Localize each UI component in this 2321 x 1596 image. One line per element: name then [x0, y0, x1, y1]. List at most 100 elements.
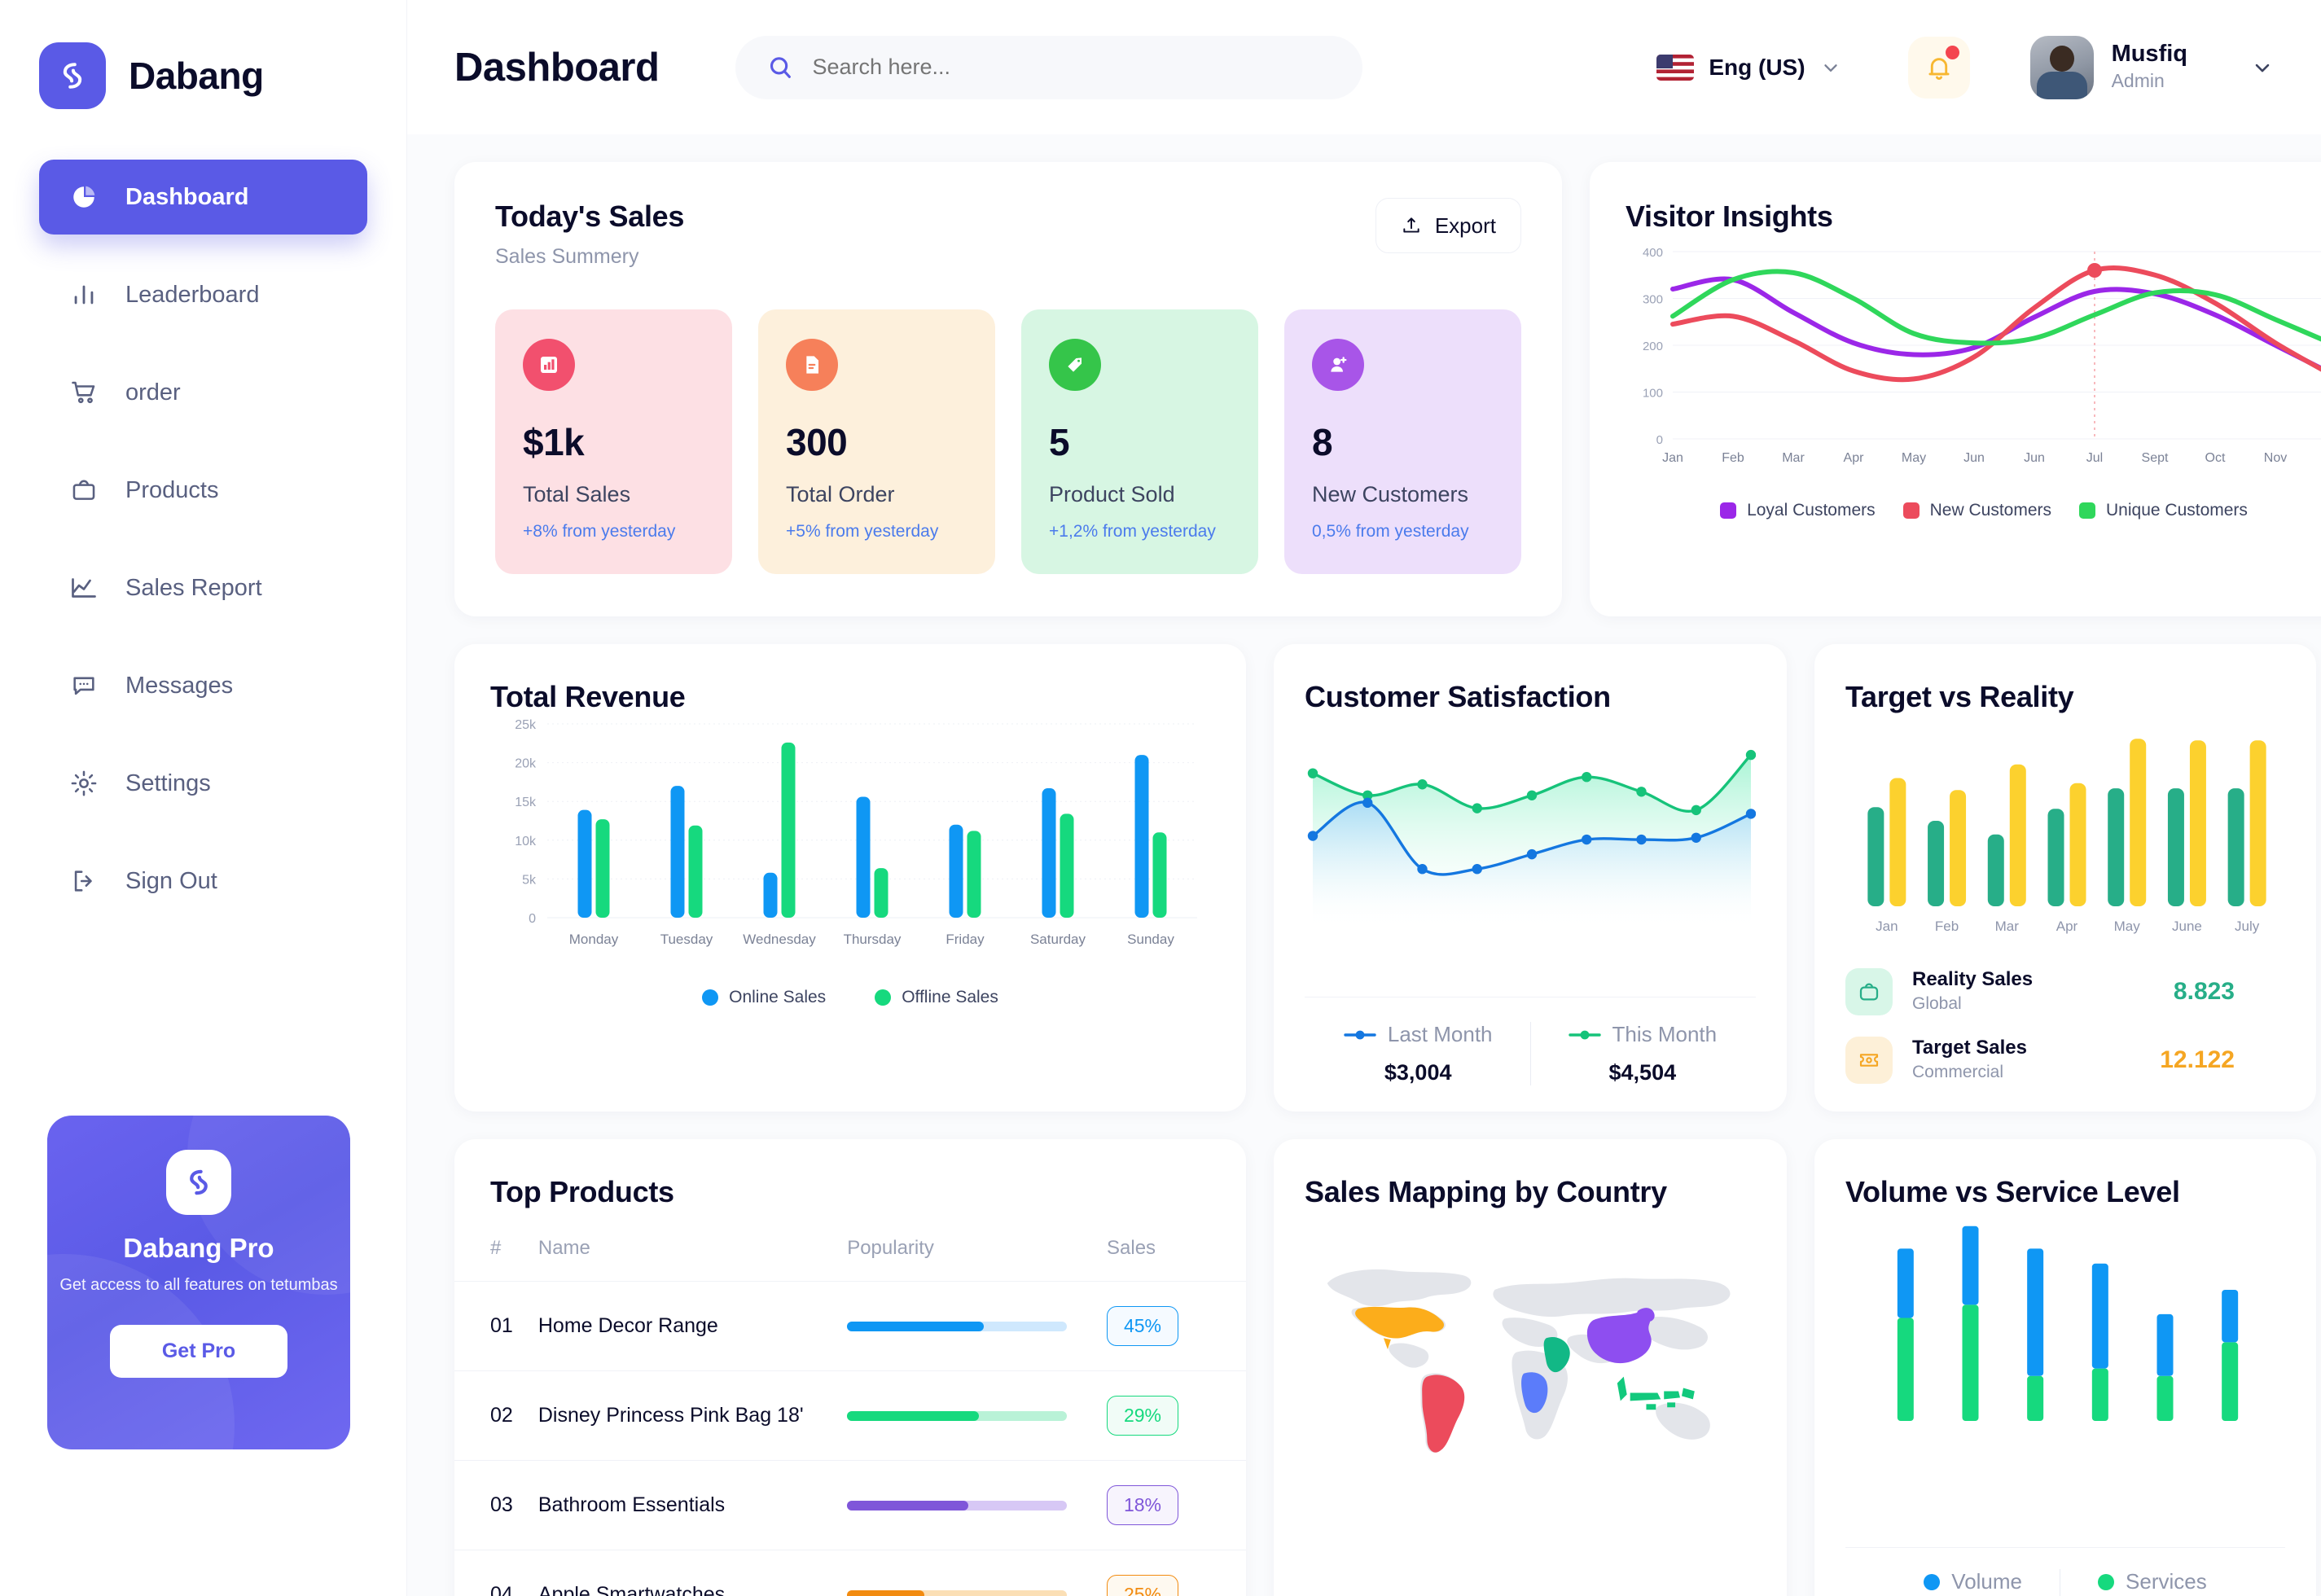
sidebar-item-settings[interactable]: Settings	[39, 746, 367, 821]
world-map[interactable]	[1305, 1230, 1756, 1475]
product-popularity	[847, 1281, 1107, 1372]
svg-text:Jul: Jul	[2086, 451, 2103, 465]
legend-swatch-unique	[2079, 502, 2096, 519]
sidebar-item-label: Leaderboard	[125, 281, 260, 308]
chevron-down-icon	[1820, 57, 1841, 78]
map-region-saudi-arabia	[1543, 1337, 1570, 1373]
sidebar-item-label: Messages	[125, 672, 234, 699]
sidebar-item-dashboard[interactable]: Dashboard	[39, 160, 367, 235]
svg-text:Sunday: Sunday	[1127, 932, 1174, 947]
table-header-row: # Name Popularity Sales	[454, 1209, 1246, 1282]
table-row[interactable]: 01 Home Decor Range 45%	[454, 1281, 1246, 1372]
product-name: Disney Princess Pink Bag 18'	[537, 1370, 848, 1462]
legend-swatch-offline	[875, 989, 892, 1006]
svg-text:May: May	[1902, 451, 1926, 465]
svg-text:Friday: Friday	[946, 932, 985, 947]
stat-tile-new-customers[interactable]: 8 New Customers 0,5% from yesterday	[1284, 309, 1521, 574]
svg-text:0: 0	[1656, 433, 1663, 447]
sales-badge: 29%	[1107, 1396, 1178, 1436]
pro-card-title: Dabang Pro	[123, 1233, 274, 1263]
sidebar-item-sign-out[interactable]: Sign Out	[39, 844, 367, 919]
brand-name: Dabang	[129, 55, 264, 97]
sidebar-item-sales-report[interactable]: Sales Report	[39, 550, 367, 625]
notifications-button[interactable]	[1907, 36, 1970, 99]
legend-swatch-services	[2098, 1573, 2115, 1590]
card-title: Customer Satisfaction	[1305, 680, 1611, 713]
sidebar-item-order[interactable]: order	[39, 355, 367, 430]
svg-text:Feb: Feb	[1722, 451, 1744, 465]
sat-last-month: Last Month $3,004	[1306, 1022, 1530, 1085]
stat-value: 5	[1049, 421, 1070, 463]
legend-label: This Month	[1612, 1022, 1718, 1047]
product-sales: 25%	[1107, 1550, 1246, 1596]
customer-satisfaction-footer: Last Month $3,004 This Month $4,504	[1305, 997, 1756, 1086]
stat-delta: +5% from yesterday	[786, 522, 939, 541]
card-title: Target vs Reality	[1845, 680, 2074, 713]
legend-item: New Customers	[1902, 501, 2051, 520]
svg-text:Monday: Monday	[569, 932, 619, 947]
bag-icon	[67, 473, 101, 507]
card-title: Top Products	[490, 1175, 674, 1209]
dashboard-row-1: Today's Sales Sales Summery Export	[454, 162, 2321, 616]
total-revenue-legend: Online Sales Offline Sales	[490, 988, 1210, 1007]
legend-swatch-online	[702, 989, 719, 1006]
get-pro-button[interactable]: Get Pro	[110, 1325, 287, 1378]
stat-label: Total Sales	[523, 482, 631, 506]
topbar: Dashboard	[407, 0, 2321, 134]
legend-item: Loyal Customers	[1720, 501, 1876, 520]
col-header-name: Name	[537, 1209, 848, 1282]
stat-tile-total-sales[interactable]: $1k Total Sales +8% from yesterday	[495, 309, 732, 574]
search-input[interactable]	[812, 55, 1332, 80]
stat-tile-total-order[interactable]: 300 Total Order +5% from yesterday	[758, 309, 995, 574]
map-region-indonesia	[1617, 1377, 1695, 1410]
top-products-card: Top Products # Name Popularity Sales 01 H…	[454, 1139, 1246, 1596]
svg-text:200: 200	[1643, 340, 1663, 353]
target-vs-reality-chart: Jan Feb Mar Apr May June July	[1845, 727, 2285, 947]
legend-title: Target Sales	[1912, 1037, 2027, 1059]
table-row[interactable]: 02 Disney Princess Pink Bag 18' 29%	[454, 1370, 1246, 1462]
profile-menu[interactable]: Musfiq Admin	[2029, 35, 2274, 99]
product-popularity	[847, 1550, 1107, 1596]
sidebar-item-products[interactable]: Products	[39, 453, 367, 528]
table-row[interactable]: 03 Bathroom Essentials 18%	[454, 1460, 1246, 1551]
product-popularity	[847, 1460, 1107, 1551]
export-label: Export	[1434, 213, 1496, 238]
stat-tile-product-sold[interactable]: 5 Product Sold +1,2% from yesterday	[1021, 309, 1258, 574]
search-bar[interactable]	[735, 35, 1363, 99]
table-row[interactable]: 04 Apple Smartwatches 25%	[454, 1550, 1246, 1596]
total-revenue-card: Total Revenue 0 5k 10k 15k 20k 25k Monday Tuesd…	[454, 644, 1246, 1112]
sat-legend-last-month: Last Month	[1344, 1022, 1493, 1047]
svg-text:July: July	[2235, 919, 2260, 934]
product-sales: 45%	[1107, 1281, 1246, 1372]
export-button[interactable]: Export	[1375, 198, 1521, 253]
sat-value: $4,504	[1608, 1060, 1677, 1085]
avatar	[2029, 35, 2094, 99]
vol-legend-volume: Volume	[1924, 1569, 2022, 1594]
gear-icon	[67, 766, 101, 800]
map-region-brazil	[1422, 1375, 1465, 1454]
legend-label: Unique Customers	[2106, 501, 2248, 520]
popularity-bar-fill	[847, 1321, 984, 1331]
line-marker-icon	[1344, 1030, 1376, 1040]
line-chart-icon	[67, 571, 101, 605]
sidebar-item-messages[interactable]: Messages	[39, 648, 367, 723]
svg-text:20k: 20k	[515, 757, 537, 771]
svg-text:Mar: Mar	[1782, 451, 1805, 465]
brand[interactable]: Dabang	[0, 0, 406, 109]
stat-delta: +1,2% from yesterday	[1049, 522, 1216, 541]
visitor-insights-chart: 0 100 200 300 400 Jan Feb Mar Apr May Jun Jun Jul Sep…	[1626, 239, 2321, 491]
dabang-logo-icon	[166, 1150, 231, 1215]
product-rank: 01	[454, 1281, 538, 1372]
bell-icon	[1924, 52, 1955, 83]
main-area: Dashboard	[407, 0, 2321, 1596]
popularity-bar-fill	[847, 1589, 924, 1596]
sat-this-month: This Month $4,504	[1529, 1022, 1755, 1086]
product-sales: 29%	[1107, 1370, 1246, 1462]
language-selector[interactable]: Eng (US)	[1656, 54, 1841, 81]
visitor-insights-card: Visitor Insights 0 100 200 300 400 Jan Feb Mar A…	[1590, 162, 2321, 616]
product-popularity	[847, 1370, 1107, 1462]
svg-text:400: 400	[1643, 246, 1663, 260]
svg-text:June: June	[2172, 919, 2202, 934]
sidebar-item-leaderboard[interactable]: Leaderboard	[39, 257, 367, 332]
volume-service-chart	[1845, 1226, 2285, 1462]
